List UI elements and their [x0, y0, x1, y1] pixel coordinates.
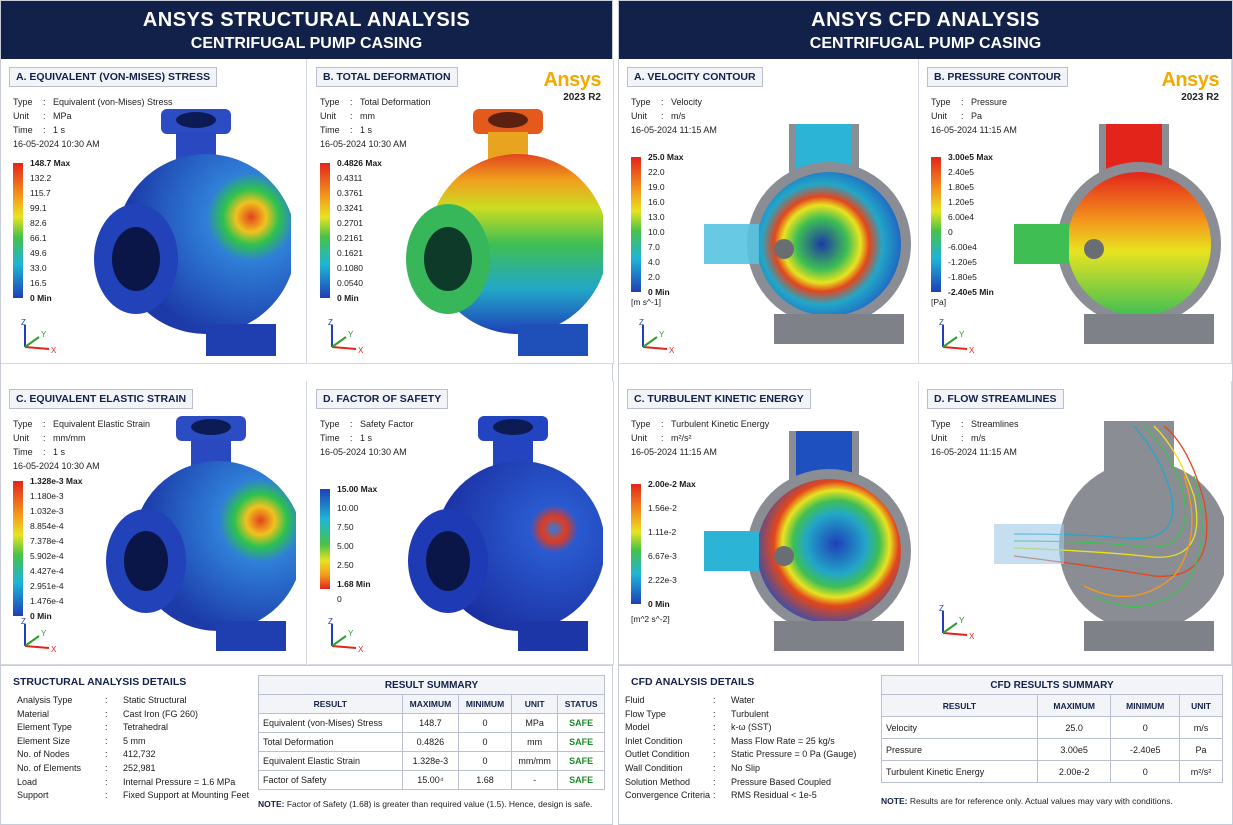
- panel-pressure-contour[interactable]: B. PRESSURE CONTOUR Ansys 2023 R2 Type: P…: [919, 59, 1232, 364]
- svg-text:Z: Z: [21, 617, 26, 626]
- svg-text:X: X: [969, 632, 975, 641]
- panel-info: Type: Streamlines Unit: m/s 16-05-2024 11:…: [931, 419, 1019, 457]
- cfd-details: CFD ANALYSIS DETAILS Fluid: Water Flow Ty…: [619, 665, 1232, 825]
- panel-title: D. FACTOR OF SAFETY: [316, 389, 449, 409]
- panel-title: B. TOTAL DEFORMATION: [316, 67, 458, 87]
- panel-title: C. EQUIVALENT ELASTIC STRAIN: [9, 389, 194, 409]
- table-row: Equivalent (von-Mises) Stress 148.7 0 MPa SA…: [258, 713, 605, 733]
- panel-elastic-strain[interactable]: C. EQUIVALENT ELASTIC STRAIN Type: Equiva…: [1, 381, 307, 665]
- svg-text:Y: Y: [348, 330, 354, 339]
- svg-text:X: X: [358, 346, 364, 355]
- ansys-logo: Ansys 2023 R2: [543, 69, 601, 103]
- svg-text:Y: Y: [959, 330, 965, 339]
- structural-details: STRUCTURAL ANALYSIS DETAILS Analysis Typ…: [1, 665, 612, 825]
- panel-info: Type: Safety Factor Time:1 s 16-05-2024 1…: [320, 419, 414, 457]
- svg-text:Y: Y: [41, 629, 47, 638]
- panel-factor-of-safety[interactable]: D. FACTOR OF SAFETY Type: Safety Factor T…: [308, 381, 614, 665]
- svg-text:Y: Y: [659, 330, 665, 339]
- panel-total-deformation[interactable]: B. TOTAL DEFORMATION Ansys 2023 R2 Type:…: [308, 59, 614, 364]
- table-row: Factor of Safety 15.00⁴ 1.68- SAFE: [258, 770, 605, 790]
- cfd-title: ANSYS CFD ANALYSIS: [811, 9, 1040, 31]
- structural-note: NOTE: Factor of Safety (1.68) is greater…: [258, 799, 593, 809]
- panel-title: A. EQUIVALENT (VON-MISES) STRESS: [9, 67, 218, 87]
- pump-cutaway-model[interactable]: [704, 114, 914, 354]
- result-summary-table: RESULT SUMMARY RESULT MAXIMUM MINIMUM UNIT S…: [258, 675, 605, 790]
- cfd-results-table: CFD RESULTS SUMMARY RESULT MAXIMUM MINIMUM…: [881, 675, 1223, 783]
- panel-title: D. FLOW STREAMLINES: [927, 389, 1064, 409]
- panel-turbulent-kinetic-energy[interactable]: C. TURBULENT KINETIC ENERGY Type: Turbule…: [619, 381, 919, 665]
- panel-title: C. TURBULENT KINETIC ENERGY: [627, 389, 811, 409]
- structural-banner: ANSYS STRUCTURAL ANALYSIS CENTRIFUGAL PU…: [1, 1, 612, 59]
- panel-info: Type: Turbulent Kinetic Energy Unit: m²/s²…: [631, 419, 770, 457]
- panel-von-mises-stress[interactable]: A. EQUIVALENT (VON-MISES) STRESS Type: Eq…: [1, 59, 307, 364]
- svg-text:Z: Z: [21, 318, 26, 327]
- cfd-subtitle: CENTRIFUGAL PUMP CASING: [809, 35, 1042, 52]
- svg-text:X: X: [969, 346, 975, 355]
- svg-text:Z: Z: [328, 617, 333, 626]
- pump-casing-model[interactable]: [91, 104, 291, 364]
- panel-info: Type: Equivalent (von-Mises) Stress Unit:…: [13, 97, 173, 149]
- svg-text:Y: Y: [348, 629, 354, 638]
- structural-subtitle: CENTRIFUGAL PUMP CASING: [190, 35, 423, 52]
- panel-velocity-contour[interactable]: A. VELOCITY CONTOUR Type: Velocity Unit: m…: [619, 59, 919, 364]
- pump-casing-model[interactable]: [408, 411, 603, 661]
- table-row: Equivalent Elastic Strain 1.328e-3 0 mm/mm S…: [258, 751, 605, 771]
- panel-info: Type: Total Deformation Unit: mm Time:1 s …: [320, 97, 431, 149]
- svg-text:X: X: [358, 645, 364, 654]
- panel-title: A. VELOCITY CONTOUR: [627, 67, 763, 87]
- pump-cutaway-model[interactable]: [704, 421, 914, 661]
- panel-info: Type: Pressure Unit: Pa 16-05-2024 11:15 A…: [931, 97, 1017, 135]
- ansys-logo: Ansys 2023 R2: [1161, 69, 1219, 103]
- table-row: Pressure 3.00e5 -2.40e5 Pa: [881, 738, 1223, 761]
- pump-casing-model[interactable]: [106, 411, 296, 661]
- cfd-section: ANSYS CFD ANALYSIS CENTRIFUGAL PUMP CASI…: [618, 0, 1233, 825]
- panel-title: B. PRESSURE CONTOUR: [927, 67, 1068, 87]
- details-title: CFD ANALYSIS DETAILS: [631, 676, 755, 688]
- structural-title: ANSYS STRUCTURAL ANALYSIS: [142, 9, 471, 31]
- svg-text:X: X: [51, 346, 57, 355]
- svg-text:Z: Z: [939, 604, 944, 613]
- svg-text:X: X: [669, 346, 675, 355]
- panel-info: Type: Velocity Unit: m/s 16-05-2024 11:15 …: [631, 97, 717, 135]
- svg-text:X: X: [51, 645, 57, 654]
- table-row: Turbulent Kinetic Energy 2.00e-2 0 m²/s²: [881, 760, 1223, 783]
- pump-cutaway-model[interactable]: [1014, 114, 1224, 354]
- structural-section: ANSYS STRUCTURAL ANALYSIS CENTRIFUGAL PU…: [0, 0, 614, 825]
- details-title: STRUCTURAL ANALYSIS DETAILS: [13, 676, 187, 688]
- svg-text:Z: Z: [939, 318, 944, 327]
- panel-info: Type: Equivalent Elastic Strain Unit: mm/m…: [13, 419, 151, 471]
- cfd-banner: ANSYS CFD ANALYSIS CENTRIFUGAL PUMP CASI…: [619, 1, 1232, 59]
- svg-text:Y: Y: [41, 330, 47, 339]
- panel-flow-streamlines[interactable]: D. FLOW STREAMLINES Type: Streamlines Uni…: [919, 381, 1232, 665]
- table-row: Total Deformation 0.4826 0 mm SAFE: [258, 732, 605, 752]
- svg-text:Y: Y: [959, 616, 965, 625]
- pump-casing-model[interactable]: [403, 104, 603, 364]
- cfd-note: NOTE: Results are for reference only. Ac…: [881, 796, 1173, 806]
- pump-streamline-model[interactable]: [994, 416, 1224, 661]
- svg-text:Z: Z: [328, 318, 333, 327]
- table-row: Velocity 25.0 0 m/s: [881, 716, 1223, 739]
- svg-text:Z: Z: [639, 318, 644, 327]
- details-list: Fluid: Water Flow Type: Turbulent Model: k-…: [625, 695, 857, 801]
- details-list: Analysis Type: Static Structural Material…: [17, 695, 250, 801]
